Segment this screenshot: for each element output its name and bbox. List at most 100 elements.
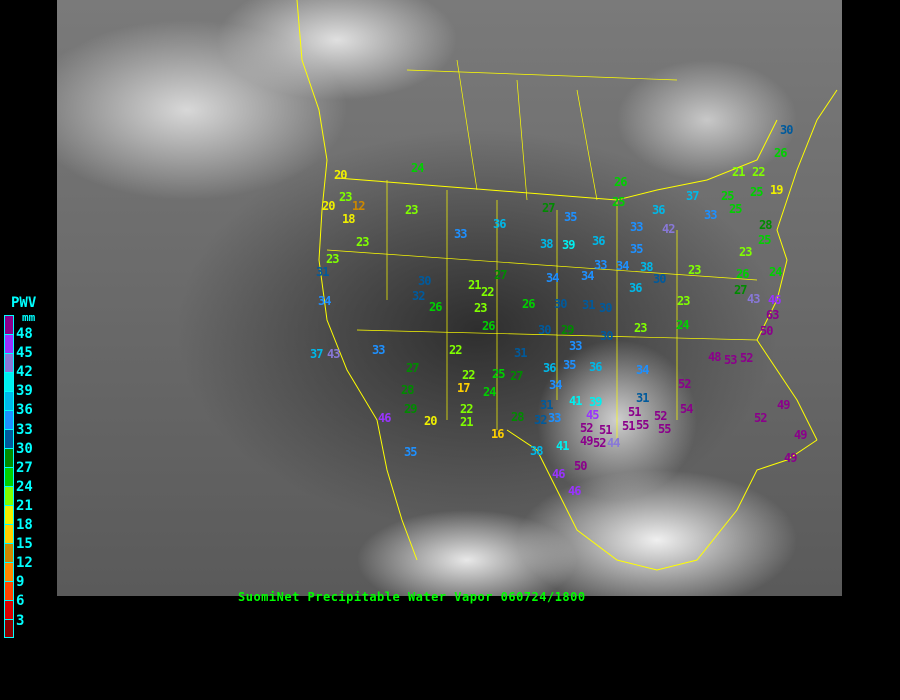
station-pwv-value: 55 xyxy=(658,422,671,436)
station-pwv-value: 32 xyxy=(412,289,425,303)
station-pwv-value: 17 xyxy=(457,381,470,395)
station-pwv-value: 46 xyxy=(378,411,391,425)
station-pwv-value: 26 xyxy=(522,297,535,311)
station-pwv-value: 34 xyxy=(616,259,629,273)
station-pwv-value: 28 xyxy=(759,218,772,232)
station-pwv-value: 33 xyxy=(548,411,561,425)
station-pwv-value: 27 xyxy=(542,201,555,215)
station-pwv-value: 34 xyxy=(581,269,594,283)
legend-swatch xyxy=(4,467,14,486)
station-pwv-value: 38 xyxy=(640,260,653,274)
station-pwv-value: 23 xyxy=(356,235,369,249)
station-pwv-value: 49 xyxy=(580,434,593,448)
station-pwv-value: 34 xyxy=(636,363,649,377)
station-pwv-value: 23 xyxy=(405,203,418,217)
legend-label: 45 xyxy=(16,345,33,362)
legend-swatch xyxy=(4,505,14,524)
station-pwv-value: 39 xyxy=(562,238,575,252)
station-pwv-value: 36 xyxy=(493,217,506,231)
station-pwv-value: 52 xyxy=(580,421,593,435)
legend-swatch xyxy=(4,429,14,448)
gulf-coastline xyxy=(506,429,818,571)
station-pwv-value: 23 xyxy=(326,252,339,266)
station-pwv-value: 20 xyxy=(322,199,335,213)
station-pwv-value: 25 xyxy=(492,367,505,381)
us-canada-border xyxy=(336,119,778,201)
station-pwv-value: 25 xyxy=(758,233,771,247)
station-pwv-value: 53 xyxy=(724,353,737,367)
station-pwv-value: 29 xyxy=(561,323,574,337)
station-pwv-value: 31 xyxy=(514,346,527,360)
station-pwv-value: 43 xyxy=(327,347,340,361)
station-pwv-value: 45 xyxy=(586,408,599,422)
station-pwv-value: 21 xyxy=(732,165,745,179)
station-pwv-value: 50 xyxy=(760,324,773,338)
station-pwv-value: 24 xyxy=(676,318,689,332)
station-pwv-value: 36 xyxy=(652,203,665,217)
station-pwv-value: 52 xyxy=(678,377,691,391)
station-pwv-value: 33 xyxy=(454,227,467,241)
station-pwv-value: 26 xyxy=(774,146,787,160)
station-pwv-value: 27 xyxy=(494,268,507,282)
legend-label: 6 xyxy=(16,593,25,610)
station-pwv-value: 28 xyxy=(511,410,524,424)
station-pwv-value: 63 xyxy=(766,308,779,322)
station-pwv-value: 31 xyxy=(316,265,329,279)
station-pwv-value: 26 xyxy=(736,267,749,281)
legend-swatch xyxy=(4,334,14,353)
legend-label: 3 xyxy=(16,612,25,629)
station-pwv-value: 51 xyxy=(628,405,641,419)
legend-title: PWV xyxy=(11,295,37,311)
station-pwv-value: 33 xyxy=(704,208,717,222)
station-pwv-value: 32 xyxy=(534,413,547,427)
station-pwv-value: 52 xyxy=(654,409,667,423)
station-pwv-value: 30 xyxy=(554,297,567,311)
station-pwv-value: 27 xyxy=(734,283,747,297)
legend-label: 9 xyxy=(16,574,25,591)
station-pwv-value: 38 xyxy=(530,444,543,458)
station-pwv-value: 36 xyxy=(589,360,602,374)
station-pwv-value: 23 xyxy=(474,301,487,315)
station-pwv-value: 22 xyxy=(449,343,462,357)
station-pwv-value: 37 xyxy=(310,347,323,361)
east-coastline xyxy=(756,89,838,441)
legend-label: 48 xyxy=(16,326,33,342)
station-pwv-value: 36 xyxy=(629,281,642,295)
station-pwv-value: 20 xyxy=(424,414,437,428)
station-pwv-value: 36 xyxy=(592,234,605,248)
station-pwv-value: 51 xyxy=(599,423,612,437)
station-pwv-value: 34 xyxy=(318,294,331,308)
station-pwv-value: 23 xyxy=(339,190,352,204)
station-pwv-value: 30 xyxy=(653,272,666,286)
station-pwv-value: 33 xyxy=(569,339,582,353)
station-pwv-value: 54 xyxy=(680,402,693,416)
station-pwv-value: 23 xyxy=(677,294,690,308)
station-pwv-value: 18 xyxy=(342,212,355,226)
legend-label: 15 xyxy=(16,536,33,553)
legend-label: 36 xyxy=(16,402,33,419)
legend-swatch xyxy=(4,486,14,505)
satellite-map xyxy=(57,0,842,596)
station-pwv-value: 22 xyxy=(460,402,473,416)
station-pwv-value: 19 xyxy=(770,183,783,197)
station-pwv-value: 30 xyxy=(599,301,612,315)
station-pwv-value: 30 xyxy=(538,323,551,337)
legend-swatch xyxy=(4,372,14,391)
station-pwv-value: 38 xyxy=(540,237,553,251)
legend-swatch xyxy=(4,391,14,410)
station-pwv-value: 35 xyxy=(563,358,576,372)
boundary-lines xyxy=(296,0,838,571)
legend-label: 24 xyxy=(16,478,33,495)
station-pwv-value: 49 xyxy=(777,398,790,412)
station-pwv-value: 24 xyxy=(483,385,496,399)
legend-unit: mm xyxy=(22,311,36,324)
legend-swatch xyxy=(4,448,14,467)
station-pwv-value: 44 xyxy=(607,436,620,450)
station-pwv-value: 41 xyxy=(569,394,582,408)
station-pwv-value: 24 xyxy=(411,161,424,175)
station-pwv-value: 28 xyxy=(401,383,414,397)
station-pwv-value: 43 xyxy=(747,292,760,306)
station-pwv-value: 20 xyxy=(334,168,347,182)
legend-swatch xyxy=(4,600,14,619)
station-pwv-value: 51 xyxy=(622,419,635,433)
